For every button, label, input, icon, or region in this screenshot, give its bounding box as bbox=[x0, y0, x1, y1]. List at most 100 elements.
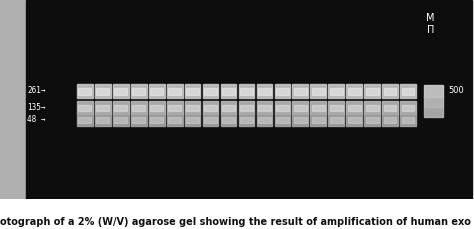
Bar bbox=[424, 96, 443, 107]
Bar bbox=[274, 84, 290, 98]
Bar bbox=[312, 117, 325, 123]
Bar bbox=[400, 101, 416, 114]
Bar bbox=[328, 114, 344, 125]
Bar bbox=[330, 105, 343, 112]
Bar bbox=[400, 84, 416, 98]
Bar bbox=[203, 114, 219, 125]
Bar bbox=[366, 105, 379, 112]
Bar bbox=[294, 105, 307, 112]
Bar bbox=[348, 105, 361, 112]
Bar bbox=[204, 88, 217, 95]
Bar bbox=[185, 114, 201, 125]
Bar bbox=[150, 105, 163, 112]
Bar bbox=[220, 84, 237, 98]
Bar bbox=[382, 114, 398, 125]
Bar bbox=[204, 117, 217, 123]
Bar bbox=[365, 84, 380, 98]
Bar bbox=[167, 84, 182, 98]
Bar bbox=[79, 105, 91, 112]
Bar bbox=[292, 101, 308, 114]
Bar bbox=[276, 117, 289, 123]
Bar bbox=[402, 105, 414, 112]
Bar bbox=[292, 84, 308, 98]
Bar bbox=[402, 88, 414, 95]
Bar bbox=[168, 105, 181, 112]
Bar bbox=[132, 88, 145, 95]
Bar bbox=[204, 105, 217, 112]
Bar bbox=[79, 88, 91, 95]
Bar bbox=[346, 84, 362, 98]
Bar bbox=[330, 88, 343, 95]
Bar bbox=[328, 84, 344, 98]
Text: 135→: 135→ bbox=[27, 103, 46, 112]
Bar bbox=[113, 101, 128, 114]
Bar bbox=[150, 88, 163, 95]
Bar bbox=[240, 117, 253, 123]
Bar bbox=[186, 105, 199, 112]
Bar bbox=[149, 101, 164, 114]
Bar bbox=[186, 88, 199, 95]
Bar bbox=[97, 105, 109, 112]
Bar bbox=[384, 105, 396, 112]
Bar bbox=[424, 106, 443, 117]
Bar bbox=[240, 88, 253, 95]
Bar bbox=[77, 101, 93, 114]
Bar bbox=[384, 117, 396, 123]
Bar bbox=[276, 105, 289, 112]
Bar bbox=[238, 84, 255, 98]
Text: 500: 500 bbox=[448, 86, 464, 95]
Bar bbox=[258, 88, 271, 95]
Bar bbox=[167, 114, 182, 125]
Bar bbox=[402, 117, 414, 123]
Bar bbox=[186, 117, 199, 123]
Text: 48 →: 48 → bbox=[27, 115, 46, 124]
Bar bbox=[132, 117, 145, 123]
Bar bbox=[203, 101, 219, 114]
Bar bbox=[424, 85, 443, 97]
Bar bbox=[114, 88, 127, 95]
Bar bbox=[149, 84, 164, 98]
Bar bbox=[382, 101, 398, 114]
Bar bbox=[168, 117, 181, 123]
Bar bbox=[240, 105, 253, 112]
Bar bbox=[348, 117, 361, 123]
Bar bbox=[294, 117, 307, 123]
Bar bbox=[149, 114, 164, 125]
Text: otograph of a 2% (W/V) agarose gel showing the result of amplification of human : otograph of a 2% (W/V) agarose gel showi… bbox=[0, 217, 471, 227]
Bar bbox=[131, 84, 146, 98]
Bar bbox=[366, 117, 379, 123]
Bar bbox=[114, 105, 127, 112]
Bar bbox=[113, 114, 128, 125]
Bar bbox=[328, 101, 344, 114]
Bar bbox=[310, 114, 326, 125]
Bar bbox=[384, 88, 396, 95]
Bar bbox=[312, 88, 325, 95]
Bar bbox=[79, 117, 91, 123]
Bar bbox=[131, 114, 146, 125]
Bar bbox=[238, 101, 255, 114]
Bar bbox=[95, 114, 111, 125]
Bar bbox=[203, 84, 219, 98]
Bar bbox=[222, 117, 235, 123]
Bar bbox=[258, 105, 271, 112]
Bar bbox=[256, 84, 273, 98]
Bar bbox=[330, 117, 343, 123]
Bar bbox=[346, 114, 362, 125]
Bar bbox=[274, 101, 290, 114]
Bar bbox=[294, 88, 307, 95]
Bar bbox=[0, 0, 26, 199]
Bar bbox=[258, 117, 271, 123]
Bar bbox=[95, 101, 111, 114]
Bar bbox=[256, 114, 273, 125]
Bar bbox=[400, 114, 416, 125]
Bar bbox=[132, 105, 145, 112]
Bar bbox=[312, 105, 325, 112]
Bar bbox=[274, 114, 290, 125]
Bar bbox=[167, 101, 182, 114]
Bar bbox=[77, 114, 93, 125]
Bar bbox=[310, 101, 326, 114]
Bar bbox=[97, 88, 109, 95]
Text: 261→: 261→ bbox=[27, 86, 46, 95]
Bar bbox=[185, 101, 201, 114]
Bar bbox=[222, 105, 235, 112]
